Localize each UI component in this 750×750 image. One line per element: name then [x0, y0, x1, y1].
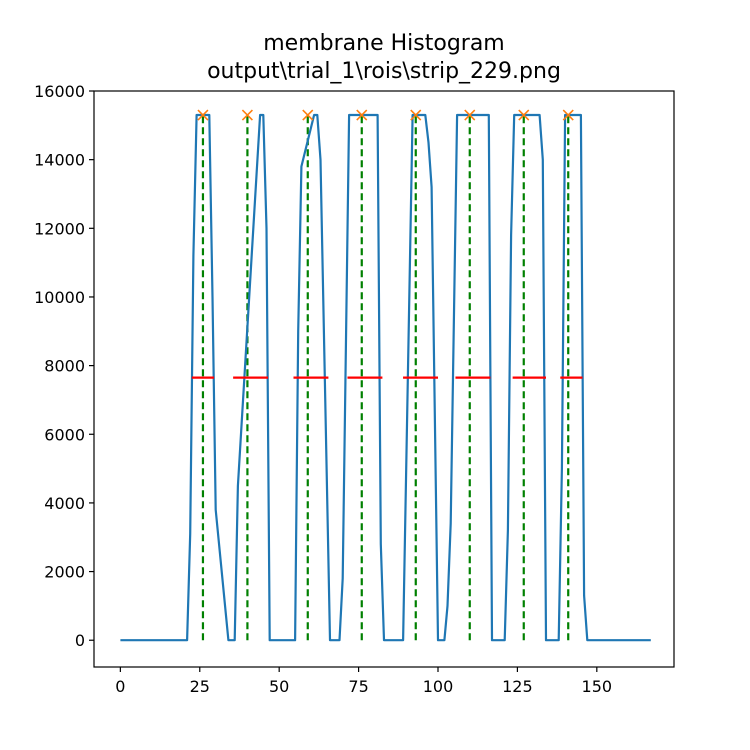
- peak-marker: [356, 109, 368, 121]
- x-tick-label: 0: [115, 677, 125, 696]
- y-tick-label: 8000: [44, 357, 85, 376]
- peak-marker: [410, 109, 422, 121]
- peak-marker: [464, 109, 476, 121]
- peak-marker: [518, 109, 530, 121]
- peak-marker: [241, 109, 253, 121]
- y-tick-label: 12000: [34, 219, 85, 238]
- x-tick-label: 50: [269, 677, 289, 696]
- x-tick-label: 75: [348, 677, 368, 696]
- y-tick-label: 10000: [34, 288, 85, 307]
- axes-frame: [93, 90, 675, 668]
- x-tick-label: 125: [502, 677, 533, 696]
- y-tick-label: 14000: [34, 151, 85, 170]
- y-tick-label: 2000: [44, 563, 85, 582]
- y-tick-label: 16000: [34, 82, 85, 101]
- peak-marker: [197, 109, 209, 121]
- y-tick-label: 0: [75, 631, 85, 650]
- peak-marker: [302, 109, 314, 121]
- chart-title: membrane Histogram: [263, 31, 504, 56]
- x-tick-label: 25: [190, 677, 210, 696]
- peak-marker: [562, 109, 574, 121]
- histogram-line: [120, 113, 651, 642]
- y-tick-label: 6000: [44, 425, 85, 444]
- x-tick-label: 150: [582, 677, 613, 696]
- chart-subtitle: output\trial_1\rois\strip_229.png: [207, 59, 561, 84]
- y-tick-label: 4000: [44, 494, 85, 513]
- plot-area: [120, 109, 651, 642]
- x-tick-label: 100: [423, 677, 454, 696]
- axes: 0 25 50 75 100 125 150 0 2000 4000 6000 8000 10000 12…: [34, 82, 612, 696]
